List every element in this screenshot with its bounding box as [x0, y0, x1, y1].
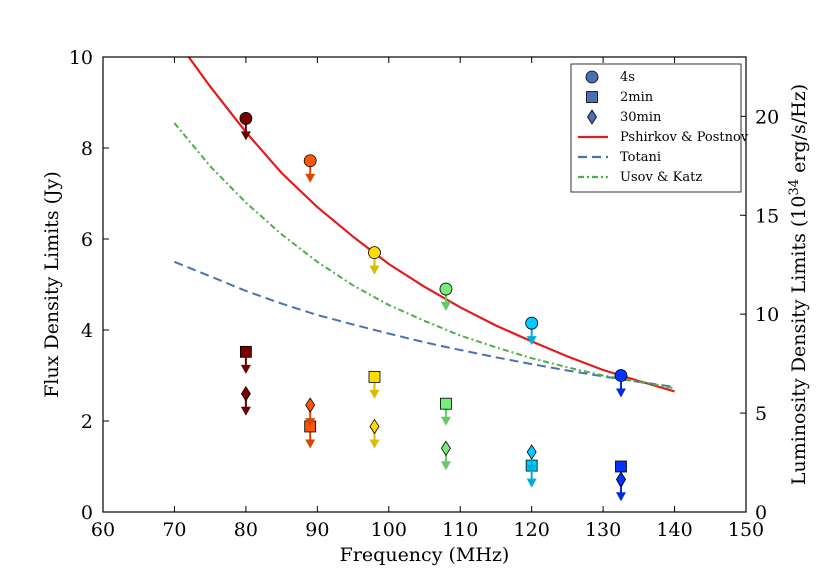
data-point-30min: [526, 444, 537, 460]
data-point-2min: [368, 370, 381, 383]
upper-limit-arrowhead: [440, 302, 451, 312]
data-point-4s: [439, 282, 453, 296]
upper-limit-arrowhead: [240, 364, 251, 374]
y-axis-title: Flux Density Limits (Jy): [41, 171, 63, 398]
y2-axis-title-exponent: 34: [787, 179, 802, 196]
upper-limit-arrowhead: [615, 388, 626, 398]
upper-limit-arrowhead: [369, 439, 380, 449]
x-tick-label: 80: [234, 519, 258, 541]
data-point-2min: [440, 397, 452, 410]
legend-symbols: [578, 70, 608, 179]
legend-symbol-30min: [587, 109, 597, 125]
x-tick-label: 120: [514, 519, 550, 541]
curve-usov-katz: [173, 122, 675, 390]
upper-limit-arrowhead: [240, 406, 251, 416]
y2-tick-label: 15: [755, 205, 779, 227]
data-point-4s: [368, 246, 381, 260]
curve-totani: [174, 260, 675, 388]
upper-limit-arrowhead: [526, 464, 537, 474]
x-tick-label: 70: [162, 519, 186, 541]
upper-limit-arrowhead: [526, 336, 537, 346]
y2-tick-label: 10: [755, 304, 779, 326]
upper-limit-arrowhead: [615, 492, 626, 502]
upper-limit-arrowhead: [526, 478, 537, 488]
x-tick-label: 150: [728, 519, 764, 541]
x-tick-label: 140: [656, 519, 692, 541]
x-tick-label: 110: [442, 519, 478, 541]
marker-layer: [239, 112, 628, 502]
y-tick-label: 4: [81, 320, 93, 342]
y-tick-label: 8: [81, 138, 93, 160]
tick-layer: 60 70 80 90 100 110 120 130 140 15002468100510152…: [69, 47, 779, 541]
upper-limit-arrowhead: [440, 416, 451, 426]
legend: 4s 2min 30min Pshirkov & Postnov Totani …: [570, 63, 749, 193]
upper-limit-arrowhead: [440, 461, 451, 471]
y2-tick-label: 0: [755, 502, 767, 524]
y2-axis-title: Luminosity Density Limits (1034 erg/s/Hz…: [787, 84, 810, 485]
upper-limit-arrowhead: [305, 173, 316, 183]
y-tick-label: 6: [81, 229, 93, 251]
data-point-30min: [305, 397, 316, 413]
data-point-30min: [369, 418, 380, 435]
data-point-30min: [240, 385, 251, 402]
x-tick-label: 100: [371, 519, 407, 541]
x-tick-label: 60: [91, 519, 115, 541]
upper-limit-arrowhead: [305, 418, 316, 428]
y2-axis-title-suffix: erg/s/Hz): [788, 84, 810, 179]
legend-label-totani: Totani: [620, 150, 661, 165]
legend-label-4s: 4s: [620, 70, 635, 85]
plot-layer: [173, 56, 675, 393]
x-tick-label: 90: [305, 519, 329, 541]
curve-pshirkov-postnov: [187, 56, 675, 393]
data-point-2min: [239, 345, 252, 358]
legend-label-usov-katz: Usov & Katz: [620, 170, 702, 185]
legend-symbol-4s: [585, 70, 599, 84]
legend-box: [570, 63, 742, 193]
upper-limit-arrowhead: [369, 265, 380, 275]
upper-limit-arrowhead: [240, 131, 251, 141]
y2-axis-title-prefix: Luminosity Density Limits (10: [788, 196, 810, 486]
y-tick-label: 2: [81, 411, 93, 433]
y-tick-label: 10: [69, 47, 93, 69]
y2-tick-label: 5: [755, 403, 767, 425]
data-point-4s: [614, 369, 628, 382]
data-point-30min: [440, 440, 451, 457]
y2-tick-label: 20: [755, 106, 779, 128]
x-tick-label: 130: [585, 519, 621, 541]
legend-symbol-2min: [586, 91, 598, 103]
plot-frame: [102, 56, 747, 513]
legend-label-30min: 30min: [620, 110, 662, 125]
y-tick-label: 0: [81, 502, 93, 524]
data-point-2min: [615, 460, 627, 473]
data-point-4s: [239, 112, 253, 125]
data-point-4s: [525, 316, 539, 330]
data-point-4s: [303, 154, 317, 168]
upper-limit-arrowhead: [305, 439, 316, 449]
data-point-30min: [615, 471, 626, 487]
x-axis-title: Frequency (MHz): [340, 544, 510, 566]
legend-label-2min: 2min: [620, 90, 654, 105]
legend-label-pshirkov-postnov: Pshirkov & Postnov: [620, 130, 749, 145]
upper-limit-arrowhead: [369, 389, 380, 399]
